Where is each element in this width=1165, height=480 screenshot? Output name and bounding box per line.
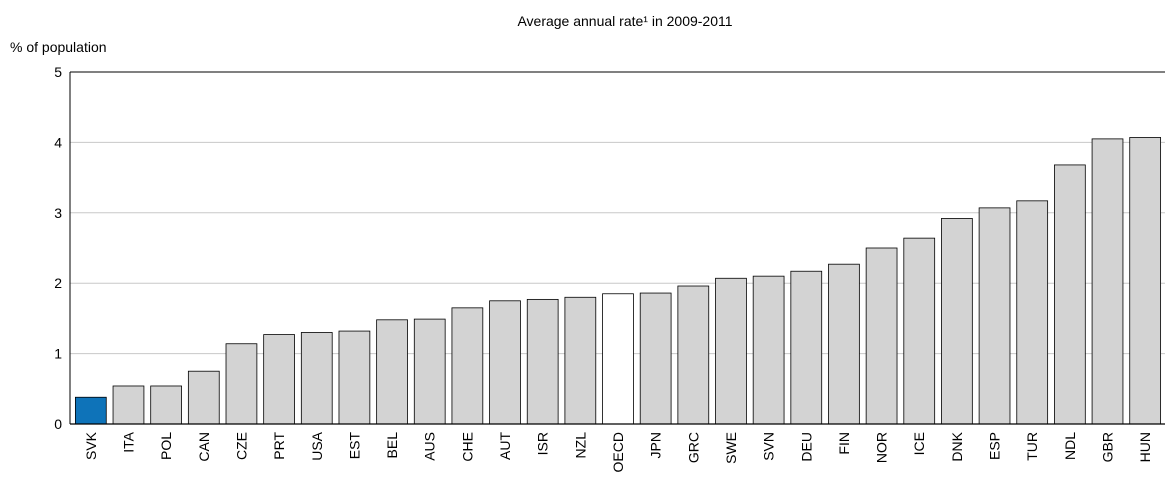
bar-nzl bbox=[564, 296, 597, 425]
axes bbox=[69, 71, 1165, 425]
x-tick-label: EST bbox=[346, 432, 362, 460]
bar-grc bbox=[677, 285, 710, 425]
bar-dnk bbox=[941, 218, 973, 425]
bar-tur bbox=[1016, 200, 1049, 425]
bar-jpn bbox=[639, 292, 672, 425]
x-tick-label: POL bbox=[158, 432, 174, 460]
y-tick-label: 5 bbox=[54, 64, 62, 80]
x-tick-label: SVK bbox=[83, 431, 99, 460]
x-tick-label: CZE bbox=[233, 432, 249, 460]
bar-oecd bbox=[602, 293, 634, 425]
bar-deu bbox=[790, 270, 823, 425]
bar-swe bbox=[715, 277, 747, 425]
x-tick-label: GBR bbox=[1100, 432, 1116, 462]
bar-cze bbox=[225, 343, 258, 425]
y-tick-label: 4 bbox=[54, 134, 62, 150]
bar-aus bbox=[413, 318, 446, 425]
bar-est bbox=[338, 330, 371, 425]
y-tick-label: 3 bbox=[54, 205, 62, 221]
y-tick-label: 2 bbox=[54, 275, 62, 291]
x-tick-label: AUT bbox=[497, 432, 513, 460]
x-tick-label: GRC bbox=[685, 432, 701, 463]
bar-che bbox=[451, 307, 484, 425]
bar-can bbox=[187, 370, 220, 425]
x-tick-label: OECD bbox=[610, 432, 626, 472]
bar-usa bbox=[300, 332, 333, 425]
chart-title: Average annual rate¹ in 2009-2011 bbox=[517, 13, 732, 29]
bar-svn bbox=[752, 275, 785, 425]
bar-fin bbox=[828, 263, 860, 425]
x-tick-label: HUN bbox=[1137, 432, 1153, 462]
x-tick-label: FIN bbox=[836, 432, 852, 455]
x-tick-label: SWE bbox=[723, 432, 739, 464]
y-tick-label: 1 bbox=[54, 346, 62, 362]
bar-ice bbox=[903, 237, 936, 425]
bar-aut bbox=[489, 300, 521, 425]
y-tick-label: 0 bbox=[54, 416, 62, 432]
x-tick-label: DEU bbox=[798, 432, 814, 462]
x-tick-label: DNK bbox=[949, 431, 965, 461]
x-tick-label: NOR bbox=[874, 432, 890, 463]
bars bbox=[74, 137, 1162, 425]
x-tick-label: TUR bbox=[1024, 432, 1040, 461]
bar-prt bbox=[263, 334, 295, 425]
bar-nor bbox=[865, 247, 898, 425]
bar-gbr bbox=[1091, 138, 1124, 425]
x-tick-label: BEL bbox=[384, 432, 400, 459]
x-tick-label: CAN bbox=[196, 432, 212, 462]
bar-pol bbox=[150, 385, 182, 425]
x-tick-label: CHE bbox=[459, 432, 475, 462]
x-tick-label: JPN bbox=[648, 432, 664, 458]
bar-isr bbox=[526, 298, 559, 425]
x-tick-label: NDL bbox=[1062, 432, 1078, 460]
x-tick-label: ITA bbox=[120, 431, 136, 452]
x-tick-label: NZL bbox=[572, 432, 588, 459]
y-axis-label: % of population bbox=[10, 39, 107, 55]
x-tick-label: USA bbox=[309, 431, 325, 460]
bar-hun bbox=[1129, 137, 1162, 425]
bar-bel bbox=[376, 319, 408, 425]
y-tick-labels: 0 1 2 3 4 5 bbox=[54, 64, 62, 432]
bar-ita bbox=[112, 385, 145, 425]
x-tick-label: ESP bbox=[987, 432, 1003, 460]
bar-esp bbox=[978, 207, 1011, 425]
bar-ndl bbox=[1054, 164, 1086, 425]
x-tick-label: SVN bbox=[761, 432, 777, 461]
bar-svk bbox=[74, 396, 107, 425]
x-tick-label: ICE bbox=[911, 432, 927, 455]
x-tick-label: PRT bbox=[271, 432, 287, 460]
x-tick-label: AUS bbox=[422, 432, 438, 461]
x-tick-label: ISR bbox=[535, 432, 551, 455]
x-tick-labels: SVK ITA POL CAN CZE PRT USA EST BEL AUS CHE AUT ISR N… bbox=[83, 431, 1153, 472]
